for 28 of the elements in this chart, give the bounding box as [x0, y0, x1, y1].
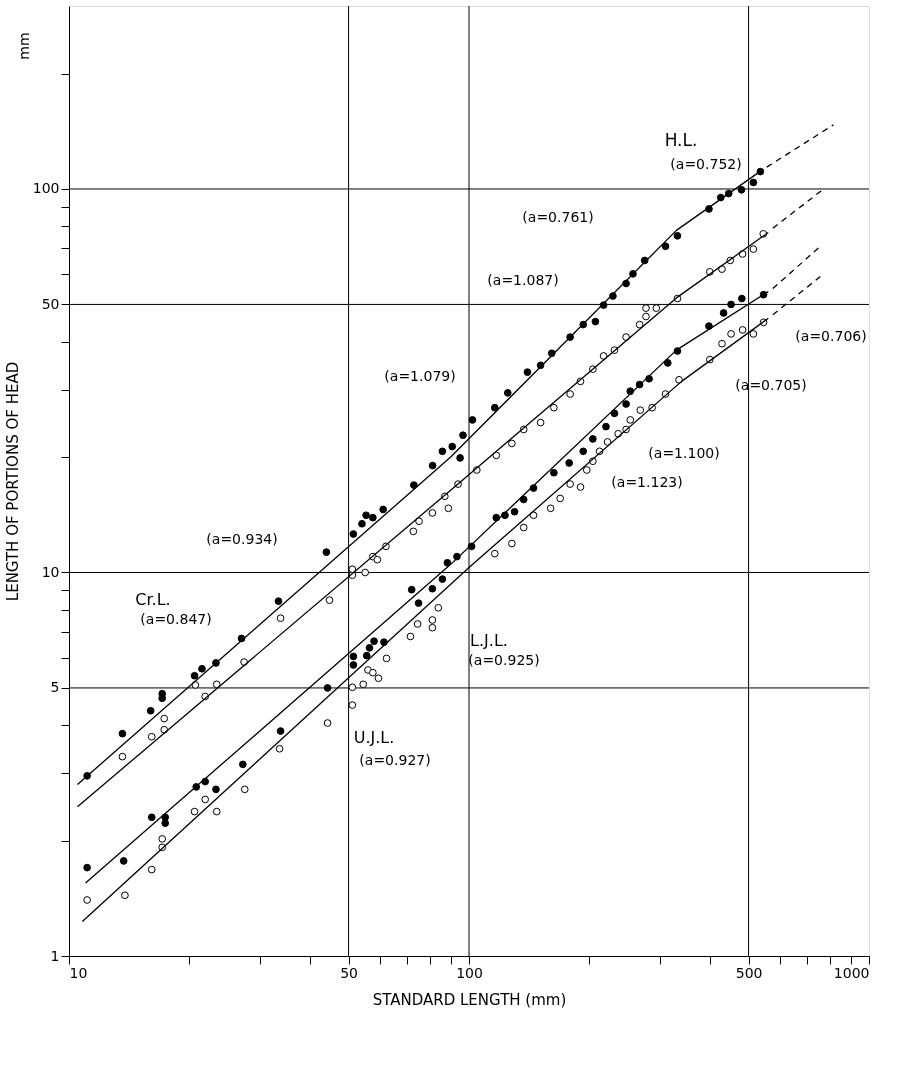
x-tick-label: 50: [340, 964, 358, 981]
y-tick-label: 1: [50, 947, 60, 964]
text: mm: [16, 32, 32, 60]
annotation: L.J.L.: [470, 631, 508, 650]
annotation: U.J.L.: [353, 728, 395, 747]
x-tick-label: 1000: [833, 964, 870, 981]
x-tick-label: 500: [735, 964, 763, 981]
x-tick-label: 100: [456, 964, 483, 981]
x-axis-title: STANDARD LENGTH (mm): [372, 990, 567, 1009]
y-tick-label: 100: [32, 180, 60, 197]
annotation: H.L.: [664, 130, 698, 150]
annotation: (a=1.087): [487, 272, 559, 288]
annotation: (a=0.761): [522, 209, 594, 225]
annotation: (a=1.100): [648, 445, 720, 461]
y-tick-label: 10: [41, 563, 60, 580]
y-tick-label: 50: [41, 295, 60, 312]
y-axis-title: LENGTH OF PORTIONS OF HEAD: [3, 361, 22, 602]
annotation: (a=0.847): [140, 611, 212, 627]
annotation: (a=0.925): [468, 652, 540, 668]
annotation: Cr.L.: [135, 590, 171, 609]
annotation: (a=0.706): [795, 328, 867, 344]
annotation: (a=1.079): [384, 368, 456, 384]
annotation: (a=0.934): [206, 531, 278, 547]
annotation: (a=0.752): [670, 156, 742, 172]
annotation: (a=0.927): [359, 752, 431, 768]
annotation: (a=1.123): [611, 474, 683, 490]
y-tick-label: 5: [50, 679, 60, 696]
x-tick-label: 10: [69, 964, 88, 981]
